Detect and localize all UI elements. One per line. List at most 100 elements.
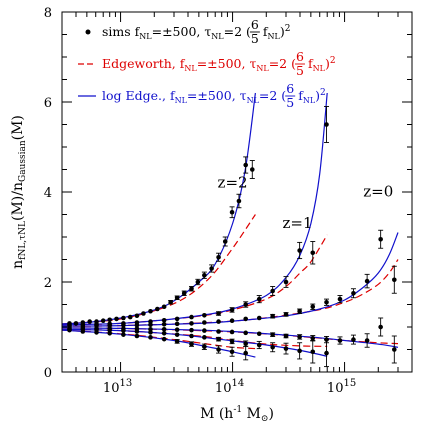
- sim-point: [174, 321, 180, 327]
- sim-point: [161, 322, 167, 327]
- sim-point: [161, 317, 167, 323]
- sim-dot: [189, 327, 194, 333]
- sim-dot: [161, 304, 167, 310]
- sim-point: [350, 288, 356, 299]
- sim-point: [270, 313, 276, 319]
- sim-point: [148, 308, 153, 314]
- y-axis-label: nfNL,τNL(M)/nGaussian(M): [10, 115, 28, 269]
- sim-dot: [202, 320, 207, 325]
- sim-dot: [168, 299, 173, 305]
- x-axis-label: M (h-1 M⊙): [200, 405, 274, 424]
- sim-point: [168, 299, 174, 305]
- sim-point: [297, 334, 303, 340]
- axis-ticks: 0 2 4 6 8 1013 1014 1015: [44, 6, 413, 396]
- legend-fraction-num: 6: [286, 81, 294, 96]
- sim-point: [121, 328, 126, 333]
- sim-point: [107, 317, 113, 323]
- sim-dot: [67, 327, 72, 333]
- sim-dot: [256, 296, 262, 302]
- sim-dot: [324, 350, 329, 356]
- sim-dot: [229, 318, 235, 324]
- sim-dot: [202, 328, 207, 333]
- sim-point: [161, 331, 167, 336]
- legend-entry: Edgeworth, fNL=±500, τNL=2 (65 fNL)2: [78, 49, 336, 78]
- sim-point: [189, 333, 194, 339]
- sim-point: [134, 313, 140, 319]
- sim-point: [297, 342, 303, 360]
- sim-dot: [392, 347, 397, 352]
- sim-point: [155, 306, 160, 312]
- redshift-label: z=2: [218, 174, 248, 192]
- sim-point: [201, 271, 207, 279]
- sim-dot: [202, 272, 207, 278]
- legend-label: sims fNL=±500, τNL=2 (: [102, 24, 251, 41]
- sim-dot: [216, 336, 221, 342]
- edgeworth-curve: [62, 214, 256, 325]
- y-tick-label: 0: [44, 366, 52, 381]
- sim-dot: [283, 312, 289, 317]
- sim-point: [283, 312, 289, 317]
- sim-point: [134, 329, 140, 334]
- sim-dot: [148, 308, 153, 314]
- sim-dot: [378, 324, 383, 330]
- sim-point: [107, 331, 113, 336]
- sim-dot: [189, 314, 194, 320]
- sim-point: [73, 321, 79, 326]
- sim-dot: [161, 331, 167, 336]
- sim-dot: [243, 316, 249, 322]
- sim-point: [148, 319, 153, 324]
- sim-dot: [229, 329, 235, 335]
- legend-marker: [85, 29, 91, 35]
- sim-point: [297, 241, 303, 260]
- sim-dot: [189, 341, 194, 347]
- sim-dot: [324, 122, 329, 127]
- sim-point: [310, 241, 316, 265]
- sim-dot: [202, 313, 207, 318]
- sim-dot: [114, 316, 119, 322]
- sim-point: [148, 326, 153, 332]
- sim-dot: [134, 333, 140, 339]
- sim-point: [216, 311, 222, 316]
- sim-dot: [148, 326, 153, 332]
- sim-dot: [297, 348, 302, 354]
- sim-point: [391, 335, 397, 364]
- sim-dot: [270, 288, 275, 294]
- sim-dot: [310, 304, 316, 310]
- sim-dot: [229, 349, 235, 355]
- sim-point: [256, 331, 262, 337]
- sim-dot: [155, 306, 160, 312]
- sim-point: [202, 335, 207, 340]
- sim-point: [161, 326, 167, 332]
- sim-point: [310, 303, 316, 310]
- sim-point: [243, 156, 249, 174]
- sim-dot: [209, 266, 214, 271]
- sim-point: [270, 342, 276, 353]
- y-tick-label: 6: [44, 96, 52, 111]
- sim-dot: [256, 342, 262, 348]
- sim-point: [337, 295, 343, 304]
- sim-point: [148, 322, 153, 328]
- sim-dot: [161, 322, 167, 327]
- sim-dot: [121, 322, 126, 328]
- sim-point: [243, 316, 249, 322]
- legend-label-tail: fNL)2: [298, 88, 326, 105]
- sim-dot: [189, 286, 194, 292]
- sim-dot: [148, 330, 153, 335]
- sim-dot: [189, 321, 194, 326]
- redshift-labels: z=2 z=1 z=0: [218, 174, 394, 233]
- sim-point: [256, 295, 262, 304]
- sim-dot: [202, 344, 207, 350]
- sim-point: [283, 342, 289, 355]
- sim-dot: [310, 250, 316, 256]
- legend-label-tail: fNL)2: [263, 24, 291, 41]
- sim-dot: [243, 341, 249, 346]
- sim-dot: [222, 239, 228, 244]
- sim-dot: [229, 209, 235, 215]
- sim-point: [134, 322, 140, 328]
- sim-point: [283, 333, 289, 339]
- legend: sims fNL=±500, τNL=2 (65 fNL)2Edgeworth, …: [78, 17, 336, 110]
- x-tick-label: 1013: [103, 378, 132, 396]
- sim-dot: [236, 198, 242, 204]
- sim-point: [229, 206, 235, 219]
- sim-point: [256, 340, 262, 350]
